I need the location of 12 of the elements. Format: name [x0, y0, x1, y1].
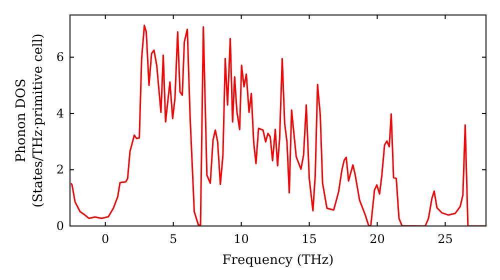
y-tick-label: 4: [56, 106, 64, 120]
x-tick-label: 15: [302, 232, 317, 246]
x-tick-label: 25: [438, 232, 453, 246]
x-tick-label: 5: [170, 232, 178, 246]
x-axis-title: Frequency (THz): [222, 253, 334, 268]
x-tick-label: 10: [234, 232, 249, 246]
y-tick-label: 0: [56, 219, 64, 233]
x-tick-label: 0: [102, 232, 110, 246]
x-tick-label: 20: [370, 232, 385, 246]
y-tick-label: 6: [56, 50, 64, 64]
y-tick-label: 2: [56, 162, 64, 177]
y-axis-title: Phonon DOS (States/THz·primitive cell): [14, 33, 46, 208]
